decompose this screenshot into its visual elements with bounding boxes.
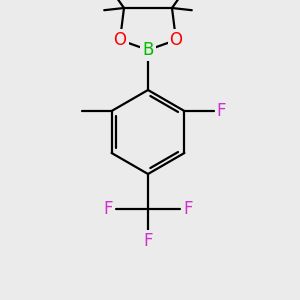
Text: F: F	[183, 200, 193, 218]
Text: B: B	[142, 41, 154, 59]
Text: F: F	[103, 200, 113, 218]
Text: F: F	[217, 102, 226, 120]
Text: O: O	[169, 31, 182, 49]
Text: O: O	[113, 31, 127, 49]
Text: F: F	[143, 232, 153, 250]
